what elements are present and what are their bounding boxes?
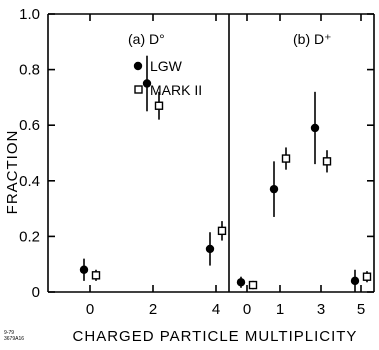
plot-area: 0 0.2 0.4 0.6 0.8 1.0 0 2 4 0 1 3 5 xyxy=(19,6,375,318)
data-point-lgw xyxy=(269,184,279,194)
data-point-mark2 xyxy=(362,272,372,281)
data-point-lgw xyxy=(310,123,320,133)
figure-id-line-2: 3679A16 xyxy=(4,336,24,342)
data-point-mark2 xyxy=(248,280,258,290)
x-tick-label: 2 xyxy=(149,301,157,318)
data-point-mark2 xyxy=(154,101,164,110)
data-point-lgw xyxy=(205,244,215,254)
data-point-mark2 xyxy=(91,271,101,280)
y-tick-label: 0.2 xyxy=(19,228,40,245)
x-tick-label: 0 xyxy=(243,301,251,318)
legend-mark2-marker xyxy=(134,85,143,94)
figure-id-line-1: 9-79 xyxy=(4,330,14,336)
data-point-lgw xyxy=(79,265,89,274)
data-point-mark2 xyxy=(322,157,332,166)
x-tick-label: 0 xyxy=(86,301,94,318)
y-tick-label: 1.0 xyxy=(19,6,40,23)
x-axis-title: CHARGED PARTICLE MULTIPLICITY xyxy=(73,328,358,345)
y-tick-label: 0 xyxy=(32,284,40,301)
data-point-lgw xyxy=(236,278,246,287)
x-tick-label: 3 xyxy=(317,301,325,318)
legend-mark2-label: MARK II xyxy=(150,82,202,98)
data-point-lgw xyxy=(142,79,152,88)
legend: LGW MARK II xyxy=(133,58,202,98)
panel-a-label: (a) D° xyxy=(128,31,165,47)
x-tick-label: 1 xyxy=(276,301,284,318)
y-axis-title: FRACTION xyxy=(4,130,21,215)
y-tick-label: 0.6 xyxy=(19,117,40,134)
panel-b-label: (b) D⁺ xyxy=(293,31,332,47)
data-point-mark2 xyxy=(217,226,227,236)
data-point-lgw xyxy=(350,276,360,286)
x-tick-label: 4 xyxy=(212,301,220,318)
y-tick-label: 0.8 xyxy=(19,62,40,79)
y-tick-label: 0.4 xyxy=(19,173,40,190)
legend-lgw-label: LGW xyxy=(150,58,183,74)
legend-lgw-marker xyxy=(133,61,143,71)
data-point-mark2 xyxy=(281,154,291,163)
x-tick-label: 5 xyxy=(357,301,365,318)
